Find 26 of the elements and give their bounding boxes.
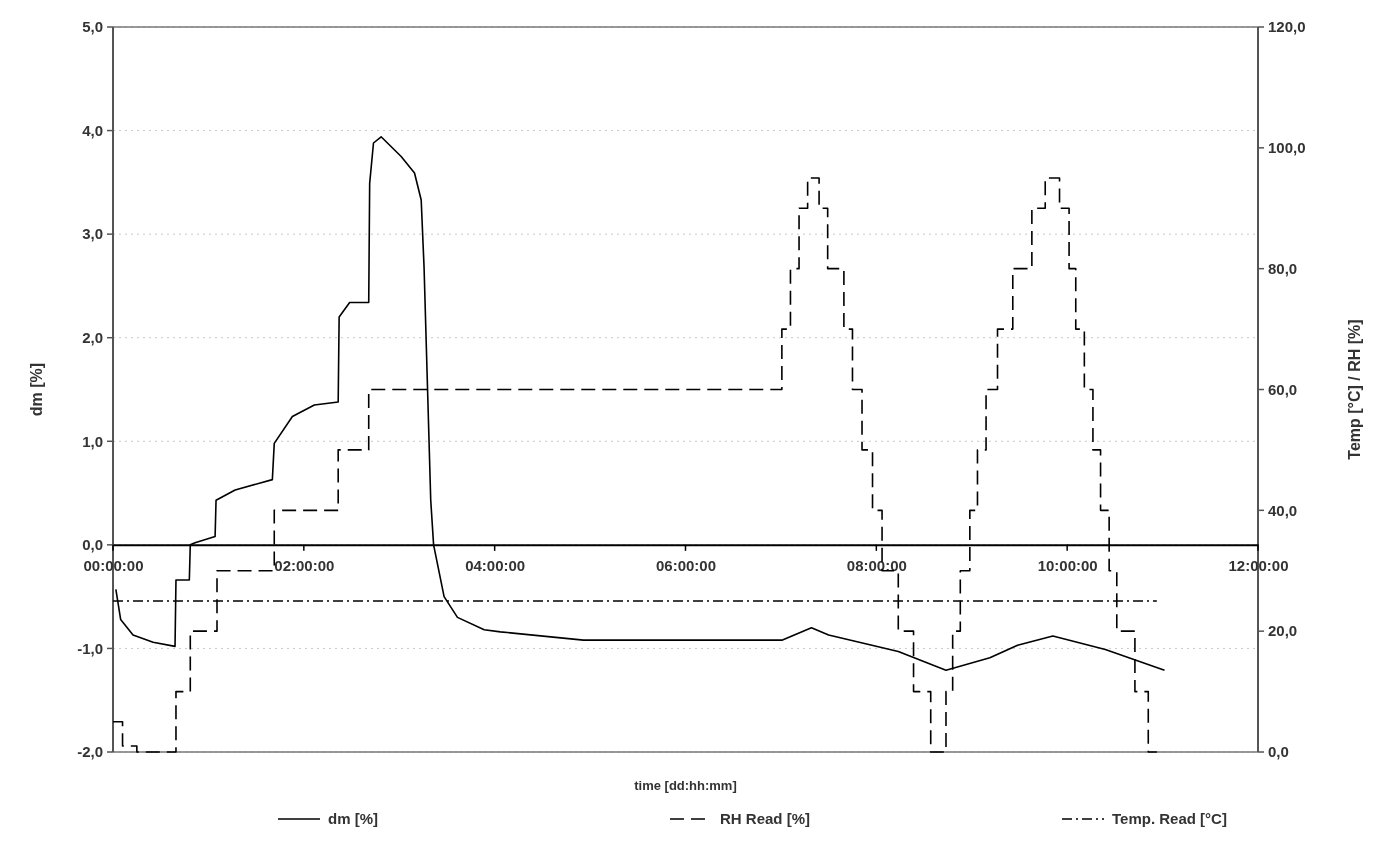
y-tick-label: 2,0: [82, 328, 103, 346]
y-tick-label: -2,0: [77, 743, 103, 761]
y2-tick-label: 120,0: [1268, 18, 1306, 36]
y2-tick-label: 20,0: [1268, 622, 1298, 640]
y-tick-label: 4,0: [82, 121, 103, 139]
x-tick-label: 04:00:00: [465, 557, 526, 575]
y-tick-label: 1,0: [82, 432, 103, 450]
y2-tick-label: 100,0: [1268, 139, 1306, 157]
x-tick-label: 08:00:00: [846, 557, 907, 575]
legend-label: RH Read [%]: [720, 810, 811, 828]
y-axis-title: dm [%]: [28, 362, 45, 417]
x-tick-label: 02:00:00: [274, 557, 335, 575]
legend-label: dm [%]: [328, 810, 378, 828]
y2-tick-label: 80,0: [1268, 259, 1298, 277]
y-tick-label: 5,0: [82, 18, 103, 36]
y2-tick-label: 0,0: [1268, 743, 1289, 761]
y2-axis-title: Temp [°C] / RH [%]: [1346, 319, 1363, 460]
legend-label: Temp. Read [°C]: [1112, 810, 1227, 828]
y-tick-label: -1,0: [77, 639, 103, 657]
y2-tick-label: 40,0: [1268, 501, 1298, 519]
y-tick-label: 0,0: [82, 536, 103, 554]
x-tick-label: 10:00:00: [1037, 557, 1098, 575]
x-tick-label: 06:00:00: [655, 557, 717, 575]
x-axis-title: time [dd:hh:mm]: [634, 778, 737, 793]
y2-tick-label: 60,0: [1268, 380, 1298, 398]
y-tick-label: 3,0: [82, 225, 103, 243]
